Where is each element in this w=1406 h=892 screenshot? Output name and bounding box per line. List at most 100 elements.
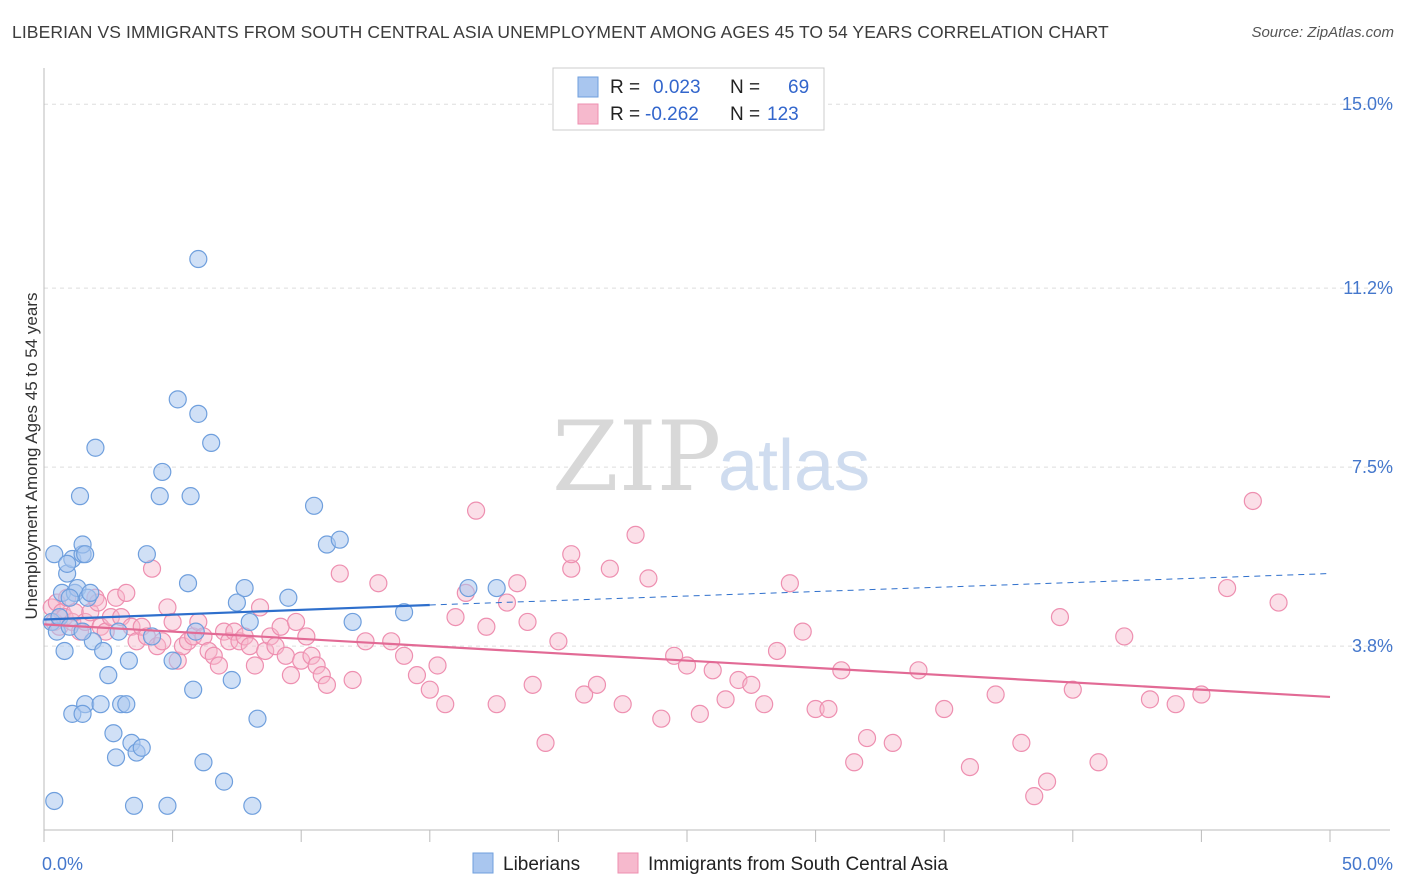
immigrants-point: [446, 607, 465, 627]
liberians-point: [117, 695, 136, 714]
immigrants-point: [845, 753, 864, 772]
immigrants-point: [343, 670, 362, 690]
immigrants-point: [1166, 695, 1185, 714]
immigrants-point: [382, 632, 401, 651]
liberians-point: [394, 603, 414, 622]
immigrants-point: [1115, 627, 1134, 646]
bottom-legend-label-liberians: Liberians: [503, 854, 580, 875]
legend-n-value: 123: [767, 104, 799, 125]
legend-n-label: N =: [730, 104, 760, 125]
liberians-point: [163, 651, 182, 670]
liberians-point: [137, 545, 156, 564]
immigrants-point: [286, 612, 306, 632]
liberians-point: [304, 496, 324, 515]
immigrants-point: [523, 675, 542, 694]
bottom-legend-swatch-liberians: [472, 852, 494, 874]
liberians-point: [227, 593, 246, 612]
immigrants-point: [1269, 593, 1288, 612]
immigrants-point: [307, 656, 326, 675]
liberians-point: [58, 554, 77, 573]
immigrants-point: [163, 612, 182, 632]
liberians-point: [45, 791, 64, 811]
immigrants-point: [1012, 733, 1031, 753]
series-liberians: [42, 249, 506, 815]
immigrants-point: [703, 661, 722, 680]
watermark-atlas: atlas: [718, 426, 870, 506]
liberians-point: [81, 583, 100, 603]
immigrants-point: [204, 646, 223, 665]
immigrants-point: [312, 666, 331, 685]
liberians-point: [279, 588, 298, 607]
liberians-point: [459, 578, 478, 598]
immigrants-point: [428, 656, 447, 675]
immigrants-point: [857, 728, 877, 748]
liberians-point: [235, 578, 254, 598]
liberians-point: [106, 748, 126, 767]
chart-title: LIBERIAN VS IMMIGRANTS FROM SOUTH CENTRA…: [12, 22, 1109, 42]
liberians-point: [45, 545, 64, 564]
immigrants-point: [536, 733, 555, 753]
liberians-point: [86, 438, 105, 457]
immigrants-point: [1243, 491, 1262, 511]
immigrants-point: [562, 545, 581, 564]
liberians-point: [194, 753, 213, 772]
bottom-legend: Liberians Immigrants from South Central …: [472, 852, 948, 875]
liberians-trendline-extension: [429, 573, 1331, 606]
immigrants-point: [230, 632, 249, 651]
immigrants-point: [690, 704, 709, 723]
y-tick-label: 11.2%: [1343, 278, 1393, 298]
immigrants-point: [1063, 680, 1082, 699]
immigrants-point: [466, 501, 486, 520]
legend-r-label: R =: [610, 104, 640, 125]
y-tick-label: 3.8%: [1352, 636, 1393, 656]
y-tick-label: 15.0%: [1342, 94, 1393, 114]
immigrants-point: [883, 733, 902, 753]
liberians-point: [214, 772, 234, 791]
liberians-point: [189, 404, 208, 423]
immigrants-point: [317, 675, 337, 694]
legend-swatch-immigrants: [577, 103, 599, 125]
immigrants-point: [562, 559, 581, 578]
legend-n-value: 69: [788, 77, 809, 98]
x-tick-label: 50.0%: [1342, 854, 1393, 874]
immigrants-point: [477, 617, 496, 636]
liberians-point: [487, 578, 506, 598]
liberians-point: [124, 796, 144, 815]
immigrants-point: [214, 622, 234, 641]
liberians-point: [99, 666, 118, 685]
immigrants-point: [281, 666, 301, 685]
immigrants-point: [755, 695, 774, 714]
immigrants-point: [639, 569, 658, 588]
liberians-point: [76, 545, 95, 564]
liberians-trendline: [43, 603, 430, 621]
liberians-point: [150, 487, 169, 506]
immigrants-point: [1025, 787, 1044, 806]
legend-n-label: N =: [730, 77, 760, 98]
immigrants-point: [240, 637, 259, 656]
immigrants-point: [716, 690, 735, 709]
immigrants-point: [793, 622, 812, 641]
y-tick-label: 7.5%: [1352, 457, 1393, 477]
immigrants-point: [276, 646, 295, 665]
immigrants-point: [742, 675, 761, 694]
immigrants-point: [436, 695, 455, 714]
immigrants-point: [986, 685, 1005, 704]
immigrants-point: [575, 685, 594, 704]
immigrants-point: [106, 588, 126, 607]
immigrants-point: [518, 612, 537, 632]
liberians-point: [153, 462, 172, 482]
immigrants-point: [613, 695, 632, 714]
immigrants-point: [819, 699, 838, 719]
liberians-point: [60, 588, 79, 607]
immigrants-point: [209, 656, 228, 675]
immigrants-point: [1218, 578, 1237, 598]
immigrants-point: [909, 661, 928, 680]
immigrants-point: [394, 646, 414, 665]
liberians-point: [94, 641, 113, 661]
liberians-point: [343, 612, 362, 632]
x-tick-label: 0.0%: [42, 854, 83, 874]
series-immigrants: [42, 491, 1288, 806]
liberians-point: [142, 627, 162, 646]
immigrants-point: [369, 574, 388, 593]
